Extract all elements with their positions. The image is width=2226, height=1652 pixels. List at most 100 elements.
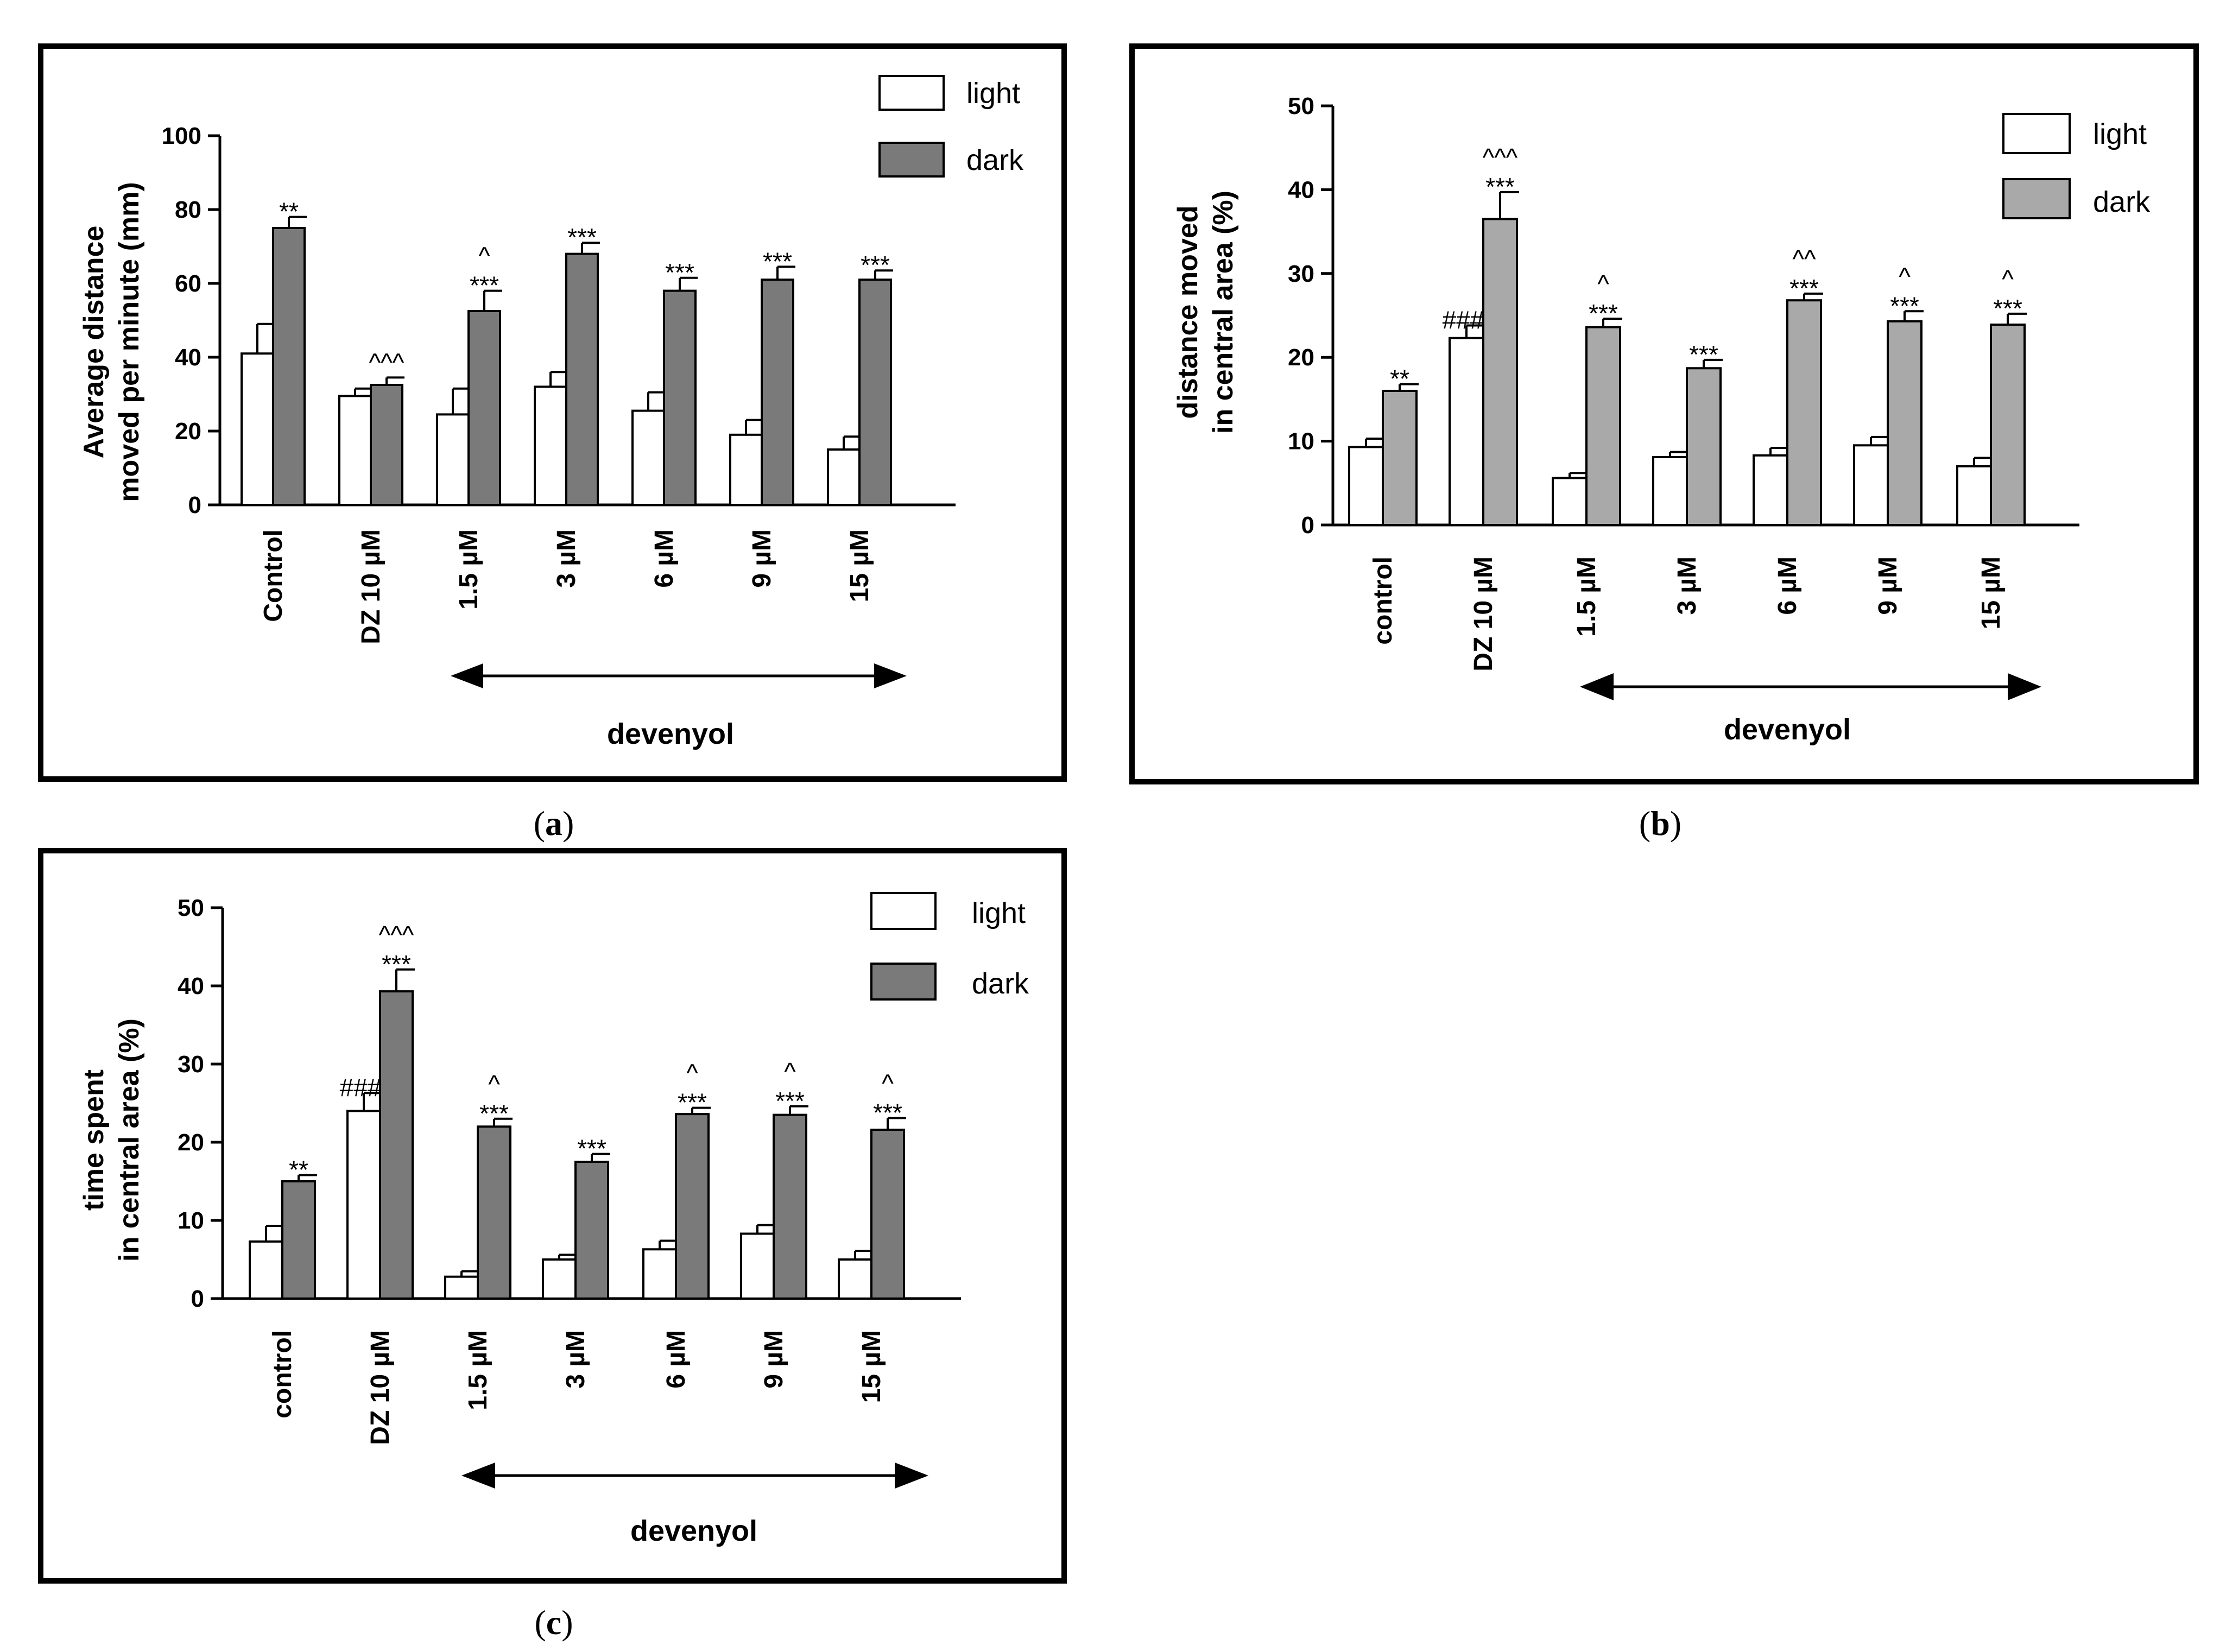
panel-c-arrow-right-icon [895,1463,928,1489]
caption-a-letter: a [545,804,562,843]
significance-marker-secondary: ^ [784,1058,796,1086]
panel-a-group-label: devenyol [607,718,734,750]
bar-dark [1887,320,1923,526]
legend-light-label: light [972,897,1026,929]
bar-dark [1990,323,2026,526]
bar-dark [1786,299,1822,526]
significance-marker-secondary: ^ [686,1059,698,1087]
panel-b-plot: 0 10 20 30 40 50 control DZ 10 µM 1.5 µM 3 µM 6 µM… [1288,93,2079,672]
significance-marker: ** [1390,365,1409,393]
panel-b-arrow-right-icon [2008,673,2041,700]
y-tick-label: 30 [1288,261,1314,287]
category-label: 1.5 µM [1572,556,1601,637]
significance-marker: *** [678,1088,707,1117]
significance-marker-secondary: ^ [882,1069,894,1097]
bar-light [838,1258,872,1300]
panel-a-legend: light dark [878,75,1024,178]
bar-dark [1686,367,1722,526]
bar-light [642,1248,677,1300]
bar-light [1853,444,1889,526]
category-label: DZ 10 µM [366,1330,395,1445]
panel-a: 0 20 40 60 80 100 Control DZ 10 µM 1.5 µM 3 µM 6 µ… [38,43,1067,782]
y-tick-label: 20 [178,1129,204,1156]
category-label: 6 µM [1773,556,1802,615]
category-label: DZ 10 µM [1469,556,1498,672]
significance-marker-secondary: ^ [1597,270,1609,298]
significance-marker: *** [567,223,597,251]
bar-light [436,413,470,507]
y-tick-label: 10 [178,1207,204,1234]
category-label: 15 µM [845,529,874,602]
y-tick-label: 10 [1288,428,1314,455]
significance-marker: ** [279,198,299,226]
bar-light [1956,465,1992,526]
category-label: 15 µM [857,1330,886,1403]
legend-light-swatch [2002,113,2071,154]
significance-marker: ### [1443,306,1484,334]
panel-b: 0 10 20 30 40 50 control DZ 10 µM 1.5 µM 3 µM 6 µM… [1129,43,2199,784]
legend-light-label: light [966,77,1020,110]
bar-light [241,352,274,506]
bar-dark [773,1113,807,1300]
bar-dark [565,252,599,506]
bar-dark [761,279,794,506]
y-tick-label: 0 [188,492,201,518]
bar-light [1652,455,1688,526]
panel-b-legend: light dark [2002,113,2151,219]
y-tick-label: 100 [162,123,201,149]
significance-marker: *** [479,1099,509,1128]
caption-a: (a) [534,804,574,843]
bar-light [534,385,567,507]
significance-marker: *** [1890,292,1919,320]
y-tick-label: 0 [1301,512,1314,539]
legend-light-swatch [878,75,945,111]
panel-c: 0 10 20 30 40 50 control DZ 10 µM 1.5 µM 3 µM 6 µM… [38,848,1067,1584]
category-label: 3 µM [561,1330,590,1389]
legend-light-swatch [870,892,937,930]
panel-c-arrow-left-icon [461,1463,495,1489]
panel-a-plot: 0 20 40 60 80 100 Control DZ 10 µM 1.5 µM 3 µM 6 µ… [162,123,956,644]
category-label: 6 µM [650,529,679,588]
panel-b-frame [1129,43,2199,784]
bar-dark [467,310,501,506]
significance-marker: ** [289,1155,308,1183]
bar-light [827,448,861,506]
significance-marker: *** [470,271,499,300]
significance-marker-secondary: ^ [478,242,490,270]
category-label: Control [259,529,288,622]
bar-light [631,409,665,506]
panel-b-arrow-left-icon [1580,673,1614,700]
y-tick-label: 50 [178,895,204,921]
significance-marker: ^^^ [369,348,404,376]
category-label: 3 µM [552,529,581,588]
legend-dark-swatch [2002,178,2071,219]
bar-light [542,1258,577,1300]
category-label: 9 µM [748,529,776,588]
significance-marker-secondary: ^ [2002,265,2014,293]
panel-b-ylabel-line2: in central area (%) [1207,191,1239,434]
caption-c-letter: c [546,1603,561,1642]
bar-dark [663,289,697,506]
y-tick-label: 50 [1288,93,1314,119]
bar-dark [379,990,414,1300]
panel-b-ylabel-line1: distance moved [1172,205,1204,419]
panel-b-group-label: devenyol [1724,713,1851,746]
bar-dark [858,279,892,506]
significance-marker: ### [340,1073,382,1102]
category-label: 9 µM [760,1330,788,1389]
bar-dark [1585,326,1621,527]
significance-marker: *** [1589,299,1618,327]
y-tick-label: 40 [1288,176,1314,203]
bar-dark [574,1161,609,1300]
panel-c-legend: light dark [870,892,1029,1001]
significance-marker: *** [775,1087,805,1115]
category-label: control [1369,556,1397,645]
panel-c-ylabel-line2: in central area (%) [113,1018,145,1262]
significance-marker: *** [382,950,411,978]
y-tick-label: 20 [1288,344,1314,371]
significance-marker: *** [1485,173,1515,201]
legend-dark-label: dark [2093,186,2151,218]
legend-dark-label: dark [966,144,1024,176]
